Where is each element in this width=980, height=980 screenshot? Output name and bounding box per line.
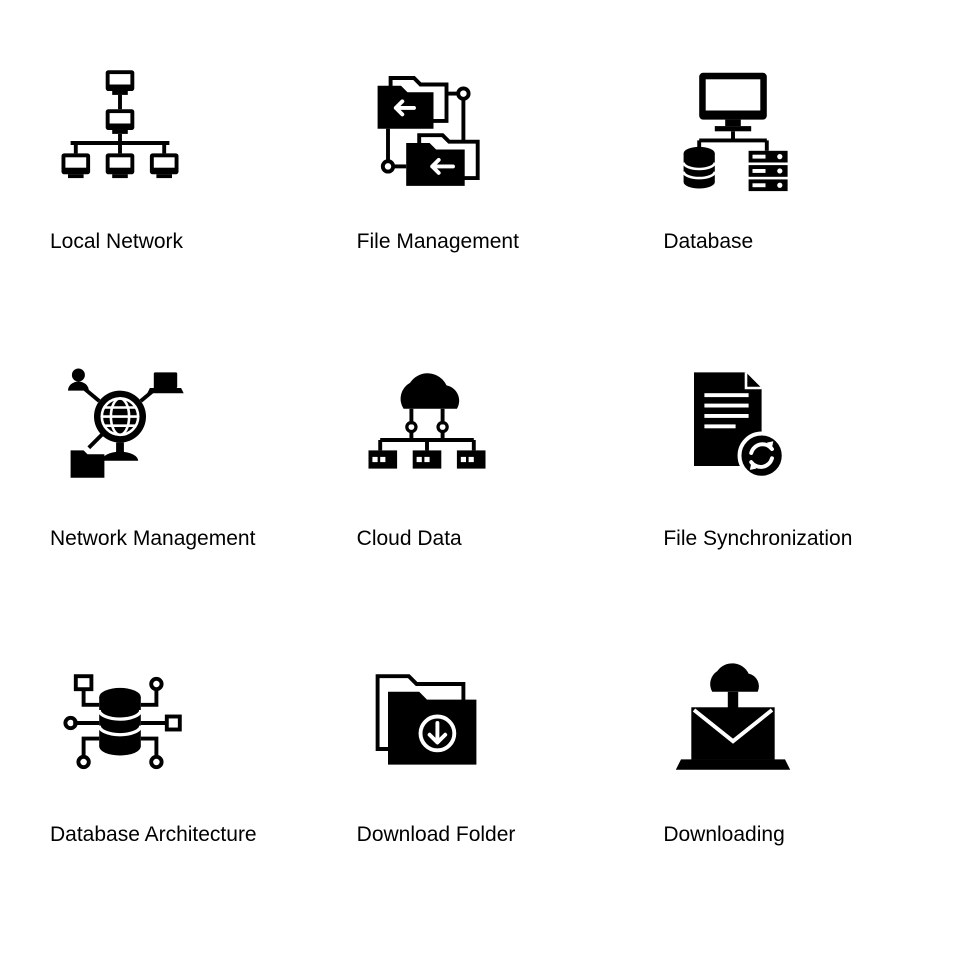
icon-label: Network Management (50, 525, 255, 552)
icon-label: File Synchronization (663, 525, 852, 552)
icon-label: Local Network (50, 228, 183, 255)
database-icon (663, 60, 803, 200)
local-network-icon (50, 60, 190, 200)
icon-label: Database (663, 228, 753, 255)
icon-cell: Database Architecture (50, 653, 317, 920)
icon-cell: Database (663, 60, 930, 327)
file-management-icon (357, 60, 497, 200)
icon-label: Downloading (663, 821, 784, 848)
icon-grid: Local Network (50, 60, 930, 920)
icon-label: Cloud Data (357, 525, 462, 552)
icon-cell: Local Network (50, 60, 317, 327)
icon-cell: File Management (357, 60, 624, 327)
icon-cell: Download Folder (357, 653, 624, 920)
icon-label: Database Architecture (50, 821, 257, 848)
icon-cell: Network Management (50, 357, 317, 624)
cloud-data-icon (357, 357, 497, 497)
downloading-icon (663, 653, 803, 793)
icon-cell: Downloading (663, 653, 930, 920)
download-folder-icon (357, 653, 497, 793)
file-synchronization-icon (663, 357, 803, 497)
icon-label: File Management (357, 228, 519, 255)
icon-label: Download Folder (357, 821, 516, 848)
icon-cell: Cloud Data (357, 357, 624, 624)
network-management-icon (50, 357, 190, 497)
database-architecture-icon (50, 653, 190, 793)
icon-cell: File Synchronization (663, 357, 930, 624)
